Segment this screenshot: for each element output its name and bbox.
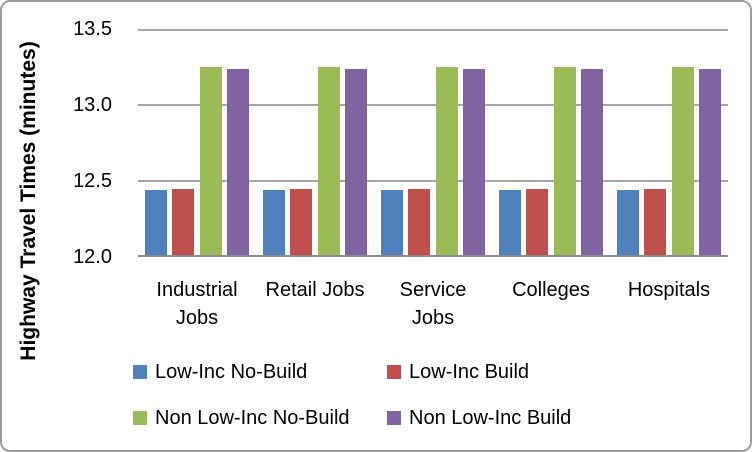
- legend-swatch: [133, 411, 147, 425]
- y-tick-label: 12.5: [73, 170, 112, 192]
- y-tick-label: 12.0: [73, 246, 112, 268]
- bar: [435, 67, 458, 257]
- y-tick-label: 13.0: [73, 94, 112, 116]
- x-category-label: Service Jobs: [399, 279, 467, 329]
- bar: [699, 68, 721, 257]
- legend-item: Low-Inc Build: [387, 360, 571, 384]
- bar: [262, 190, 285, 257]
- bar: [227, 68, 249, 257]
- bar: [616, 190, 639, 257]
- legend-swatch: [387, 365, 401, 379]
- gridline: [138, 29, 728, 31]
- gridline: [138, 104, 728, 106]
- x-category-label: Retail Jobs: [265, 279, 365, 301]
- y-axis-title: Highway Travel Times (minutes): [17, 41, 40, 361]
- legend-swatch: [133, 365, 147, 379]
- bar: [290, 188, 312, 257]
- legend-swatch: [387, 411, 401, 425]
- bar: [172, 188, 194, 257]
- bar: [644, 188, 666, 257]
- bar: [380, 190, 403, 257]
- legend-item: Non Low-Inc Build: [387, 406, 571, 430]
- bar: [144, 190, 167, 257]
- legend-label: Non Low-Inc Build: [409, 406, 572, 429]
- bar: [345, 68, 367, 257]
- legend-item: Non Low-Inc No-Build: [133, 406, 387, 430]
- legend-label: Low-Inc No-Build: [155, 360, 308, 383]
- legend: Low-Inc No-Build Low-Inc Build Non Low-Inc…: [133, 360, 571, 430]
- bar: [463, 68, 485, 257]
- bar: [671, 67, 694, 257]
- x-axis-line: [138, 255, 728, 257]
- x-category-label: Industrial Jobs: [156, 279, 238, 329]
- plot-area: [138, 29, 728, 257]
- bar: [408, 188, 430, 257]
- bar: [199, 67, 222, 257]
- bar: [581, 68, 603, 257]
- bar: [526, 188, 548, 257]
- legend-label: Low-Inc Build: [409, 360, 530, 383]
- y-tick-label: 13.5: [73, 18, 112, 40]
- bar: [553, 67, 576, 257]
- x-category-label: Hospitals: [627, 279, 711, 301]
- x-category-label: Colleges: [512, 279, 590, 301]
- legend-label: Non Low-Inc No-Build: [155, 406, 350, 429]
- bar: [317, 67, 340, 257]
- gridline: [138, 180, 728, 182]
- bar: [498, 190, 521, 257]
- legend-item: Low-Inc No-Build: [133, 360, 387, 384]
